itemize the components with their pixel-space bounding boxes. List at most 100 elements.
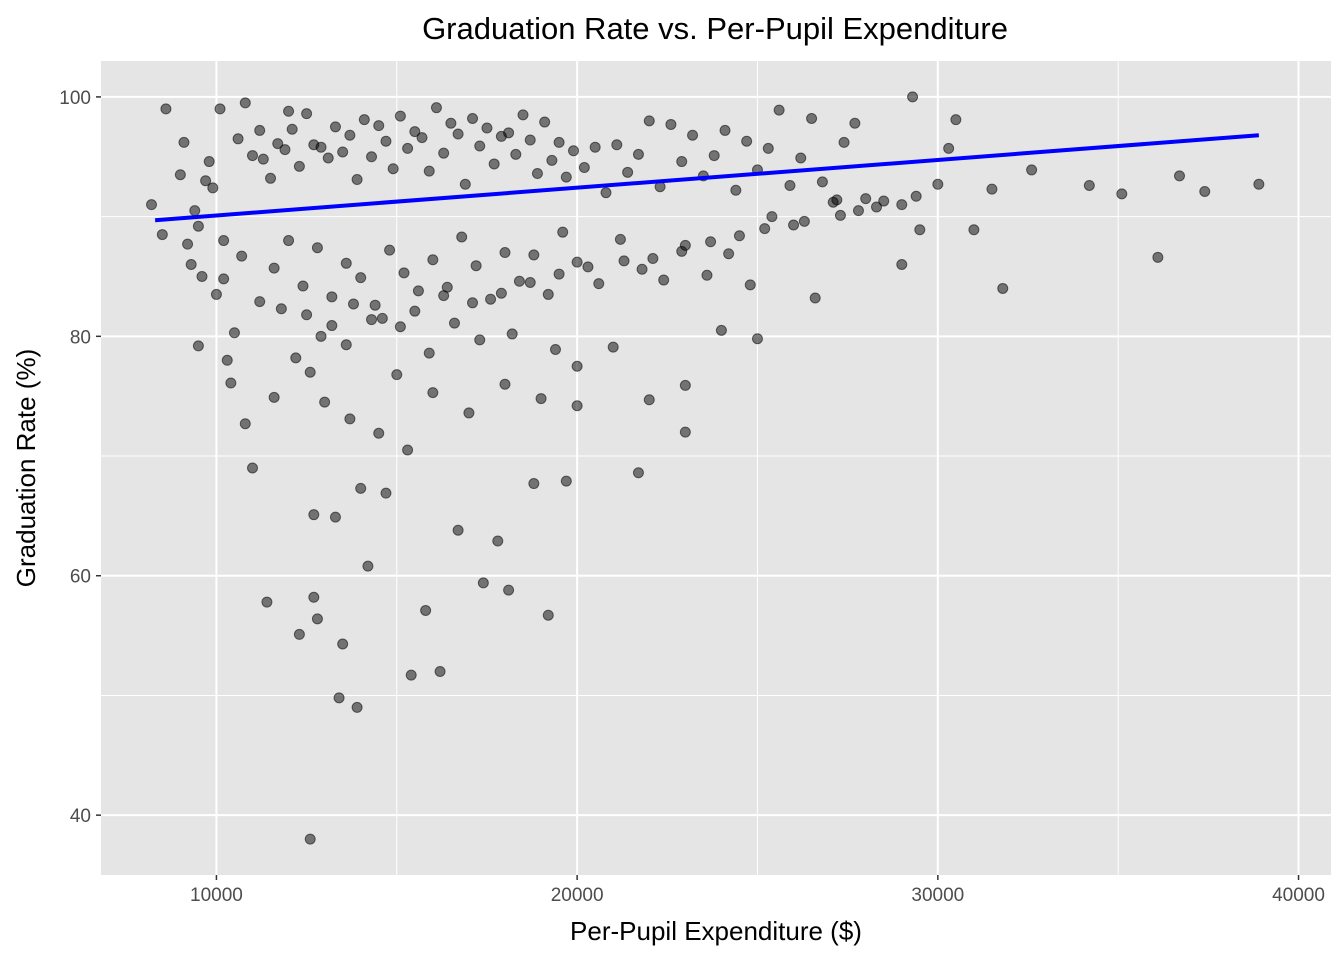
- data-point: [517, 109, 529, 121]
- data-point: [329, 121, 341, 133]
- data-point: [506, 328, 518, 340]
- data-point: [741, 135, 753, 147]
- data-point: [553, 268, 565, 280]
- data-point: [488, 158, 500, 170]
- data-point: [907, 91, 919, 103]
- data-point: [337, 146, 349, 158]
- data-point: [192, 220, 204, 232]
- data-point: [809, 292, 821, 304]
- data-point: [448, 317, 460, 329]
- data-point: [766, 211, 778, 223]
- data-point: [416, 132, 428, 144]
- data-point: [232, 133, 244, 145]
- data-point: [607, 341, 619, 353]
- data-point: [221, 354, 233, 366]
- y-axis-title: Graduation Rate (%): [11, 349, 41, 587]
- data-point: [676, 156, 688, 168]
- data-point: [1199, 185, 1211, 197]
- major-gridlines: [101, 61, 1331, 875]
- data-point: [542, 288, 554, 300]
- x-tick-label: 40000: [1272, 885, 1325, 906]
- data-point: [474, 334, 486, 346]
- data-point: [304, 833, 316, 845]
- data-point: [174, 169, 186, 181]
- data-point: [214, 103, 226, 115]
- data-point: [643, 115, 655, 127]
- y-tick-label: 40: [70, 806, 91, 827]
- data-point: [427, 254, 439, 266]
- y-axis: 40 60 80 100: [59, 88, 101, 827]
- data-point: [759, 223, 771, 235]
- data-point: [593, 278, 605, 290]
- data-point: [337, 638, 349, 650]
- x-axis-title: Per-Pupil Expenditure ($): [570, 916, 862, 946]
- data-point: [369, 299, 381, 311]
- data-point: [614, 233, 626, 245]
- data-point: [344, 413, 356, 425]
- data-point: [611, 139, 623, 151]
- data-point: [744, 279, 756, 291]
- data-point: [366, 151, 378, 163]
- data-point: [279, 144, 291, 156]
- data-point: [452, 128, 464, 140]
- data-point: [705, 236, 717, 248]
- data-point: [182, 238, 194, 250]
- data-point: [524, 276, 536, 288]
- data-point: [156, 229, 168, 241]
- x-tick-label: 10000: [190, 885, 243, 906]
- data-point: [430, 102, 442, 114]
- data-point: [380, 135, 392, 147]
- data-point: [391, 369, 403, 381]
- data-point: [535, 393, 547, 405]
- data-point: [358, 114, 370, 126]
- x-tick-label: 30000: [911, 885, 964, 906]
- data-point: [871, 201, 883, 213]
- data-point: [795, 152, 807, 164]
- data-point: [254, 296, 266, 308]
- data-point: [340, 257, 352, 269]
- data-point: [1174, 170, 1186, 182]
- data-point: [272, 138, 284, 150]
- data-point: [246, 150, 258, 162]
- data-point: [643, 394, 655, 406]
- x-tick-label: 20000: [551, 885, 604, 906]
- data-point: [485, 293, 497, 305]
- data-point: [268, 391, 280, 403]
- data-point: [896, 259, 908, 270]
- data-point: [218, 235, 230, 247]
- data-point: [784, 179, 796, 191]
- data-point: [351, 174, 363, 186]
- data-point: [402, 142, 414, 154]
- data-point: [185, 259, 197, 270]
- trend-line: [154, 133, 1260, 223]
- data-point: [676, 245, 688, 257]
- data-point: [589, 141, 601, 153]
- data-point: [207, 182, 219, 194]
- data-point: [568, 145, 580, 157]
- data-point: [1152, 251, 1164, 263]
- data-point: [315, 330, 327, 342]
- data-point: [228, 327, 240, 339]
- data-point: [542, 609, 554, 621]
- data-point: [254, 124, 266, 136]
- data-point: [308, 591, 320, 603]
- data-point: [557, 226, 569, 238]
- data-point: [773, 104, 785, 116]
- data-point: [806, 112, 818, 124]
- data-point: [679, 379, 691, 391]
- data-point: [412, 285, 424, 297]
- data-point: [387, 163, 399, 175]
- data-point: [362, 560, 374, 572]
- data-point: [510, 148, 522, 160]
- data-point: [503, 584, 515, 596]
- data-point: [578, 162, 590, 174]
- data-point: [838, 136, 850, 148]
- data-point: [366, 314, 378, 326]
- data-point: [632, 467, 644, 479]
- data-point: [290, 352, 302, 364]
- data-point: [582, 261, 594, 273]
- data-point: [196, 270, 208, 282]
- data-point: [477, 577, 489, 589]
- data-point: [470, 260, 482, 272]
